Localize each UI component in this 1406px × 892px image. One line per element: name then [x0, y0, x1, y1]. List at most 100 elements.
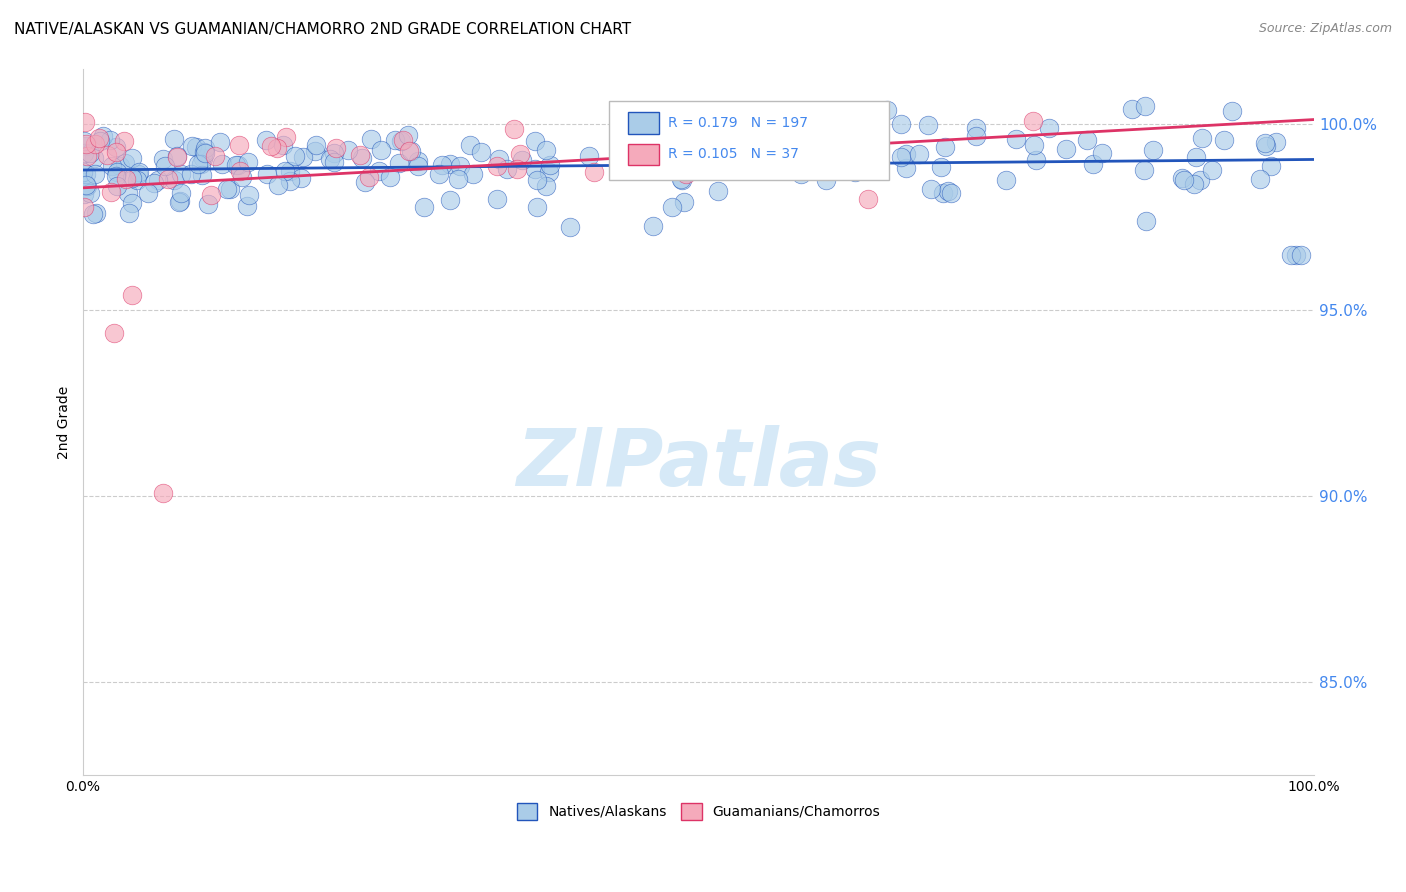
Point — [890, 150, 912, 164]
Point — [219, 181, 242, 195]
Point — [675, 167, 697, 181]
Point — [121, 151, 143, 165]
Point — [503, 122, 526, 136]
Point — [73, 186, 96, 201]
Point — [181, 138, 204, 153]
Point — [226, 157, 249, 171]
Point — [449, 160, 471, 174]
Point — [578, 149, 600, 163]
Point — [121, 170, 143, 185]
Text: Source: ZipAtlas.com: Source: ZipAtlas.com — [1258, 22, 1392, 36]
Point — [714, 123, 737, 137]
Point — [284, 149, 307, 163]
Point — [920, 182, 942, 196]
Point — [84, 137, 107, 152]
Point — [389, 135, 412, 149]
Point — [152, 153, 174, 167]
Point — [323, 145, 346, 160]
Point — [75, 178, 97, 193]
Point — [79, 186, 101, 200]
Point — [1173, 173, 1195, 187]
Point — [936, 184, 959, 198]
Point — [1005, 132, 1028, 146]
Point — [792, 155, 814, 169]
Point — [112, 134, 135, 148]
Point — [215, 181, 238, 195]
Point — [671, 173, 693, 187]
Point — [194, 140, 217, 154]
Point — [100, 185, 122, 199]
Point — [815, 172, 838, 186]
Point — [101, 159, 124, 173]
Point — [323, 154, 346, 169]
Point — [254, 133, 277, 147]
Point — [152, 485, 174, 500]
Point — [231, 170, 253, 185]
Point — [274, 129, 297, 144]
Point — [121, 196, 143, 211]
Point — [187, 157, 209, 171]
Point — [406, 159, 429, 173]
Point — [84, 167, 107, 181]
Point — [104, 169, 127, 183]
Point — [105, 165, 128, 179]
Point — [1249, 172, 1271, 186]
Point — [211, 156, 233, 170]
Point — [128, 165, 150, 179]
Point — [439, 194, 461, 208]
Point — [1279, 247, 1302, 261]
Text: ZIPatlas: ZIPatlas — [516, 425, 882, 503]
Point — [72, 165, 94, 179]
Point — [1291, 247, 1313, 261]
Point — [1076, 133, 1098, 147]
Point — [917, 118, 939, 132]
Point — [496, 162, 519, 177]
Point — [538, 158, 561, 172]
Point — [98, 133, 121, 147]
Point — [1170, 170, 1192, 185]
Point — [75, 139, 97, 153]
Point — [488, 152, 510, 166]
Point — [896, 147, 918, 161]
Point — [470, 145, 492, 159]
Point — [136, 186, 159, 200]
Point — [506, 161, 529, 176]
Point — [367, 164, 389, 178]
Point — [350, 151, 373, 165]
Point — [75, 137, 97, 152]
Point — [76, 179, 98, 194]
Point — [1038, 121, 1060, 136]
Point — [87, 131, 110, 145]
Legend: Natives/Alaskans, Guamanians/Chamorros: Natives/Alaskans, Guamanians/Chamorros — [510, 797, 886, 825]
Point — [661, 200, 683, 214]
Point — [658, 150, 681, 164]
Point — [290, 171, 312, 186]
Point — [360, 132, 382, 146]
Point — [486, 192, 509, 206]
Point — [236, 199, 259, 213]
Point — [526, 173, 548, 187]
Point — [76, 149, 98, 163]
Point — [1133, 163, 1156, 178]
Point — [673, 195, 696, 210]
Point — [396, 128, 419, 143]
Point — [1201, 163, 1223, 178]
Point — [706, 184, 728, 198]
Point — [941, 186, 963, 200]
Point — [524, 134, 547, 148]
Point — [370, 144, 392, 158]
Point — [1054, 142, 1077, 156]
Point — [1121, 102, 1143, 116]
Text: NATIVE/ALASKAN VS GUAMANIAN/CHAMORRO 2ND GRADE CORRELATION CHART: NATIVE/ALASKAN VS GUAMANIAN/CHAMORRO 2ND… — [14, 22, 631, 37]
Point — [458, 138, 481, 153]
Point — [1191, 130, 1213, 145]
Point — [1142, 143, 1164, 157]
Point — [166, 149, 188, 163]
Point — [681, 124, 703, 138]
Point — [432, 158, 454, 172]
Point — [169, 194, 191, 209]
Point — [463, 168, 485, 182]
Point — [229, 163, 252, 178]
Point — [1254, 138, 1277, 153]
Point — [1265, 135, 1288, 149]
